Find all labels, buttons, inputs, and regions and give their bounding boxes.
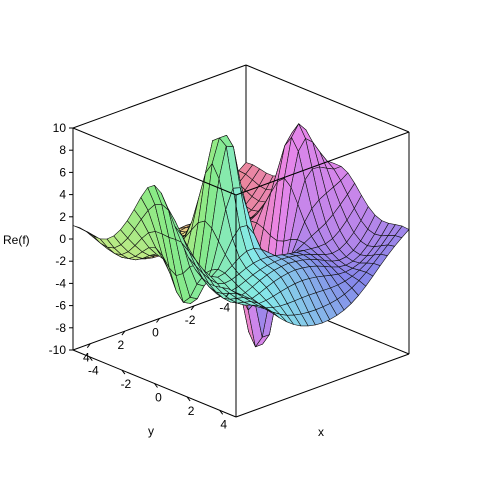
y-axis-label: y [148,424,154,438]
box-edge [72,64,247,129]
box-edge [235,131,410,196]
axis-ticks: -10 -8 -6 -4 -2 0 2 4 6 8 10 -4 -2 0 2 4 4 2 0 -2 -4 [49,121,231,431]
x-tick-mark [154,383,158,388]
x-tick-label: -2 [121,377,132,391]
y-tick-label: 4 [83,351,90,365]
y-tick-label: 0 [152,326,159,340]
z-tick-label: -4 [55,276,66,290]
z-tick-label: 2 [59,210,66,224]
y-tick-mark [86,343,91,349]
x-tick-mark [219,409,224,415]
x-tick-label: 2 [188,404,195,418]
z-tick-label: -2 [55,254,66,268]
x-tick-mark [121,369,126,375]
y-tick-mark [121,330,126,336]
z-tick-label: -8 [55,321,66,335]
y-tick-label: -4 [219,300,230,314]
z-tick-label: -10 [49,343,67,357]
z-tick-label: 6 [59,165,66,179]
surface-mesh [72,123,410,348]
y-tick-mark [156,318,160,323]
x-tick-label: -4 [88,364,99,378]
box-edge [72,127,237,196]
z-tick-label: -6 [55,299,66,313]
z-axis-label: Re(f) [3,233,30,247]
y-tick-label: 2 [118,338,125,352]
x-tick-label: 4 [220,417,227,431]
y-tick-mark [190,305,195,311]
z-tick-label: 4 [59,188,66,202]
y-tick-label: -2 [185,313,196,327]
z-tick-label: 0 [59,232,66,246]
box-edge [235,353,410,418]
x-tick-label: 0 [155,391,162,405]
box-edge [245,64,410,133]
x-tick-mark [88,356,93,362]
x-tick-mark [186,396,191,402]
y-tick-mark [225,292,230,298]
z-tick-label: 10 [53,121,67,135]
z-tick-label: 8 [59,143,66,157]
x-axis-label: x [318,425,324,439]
